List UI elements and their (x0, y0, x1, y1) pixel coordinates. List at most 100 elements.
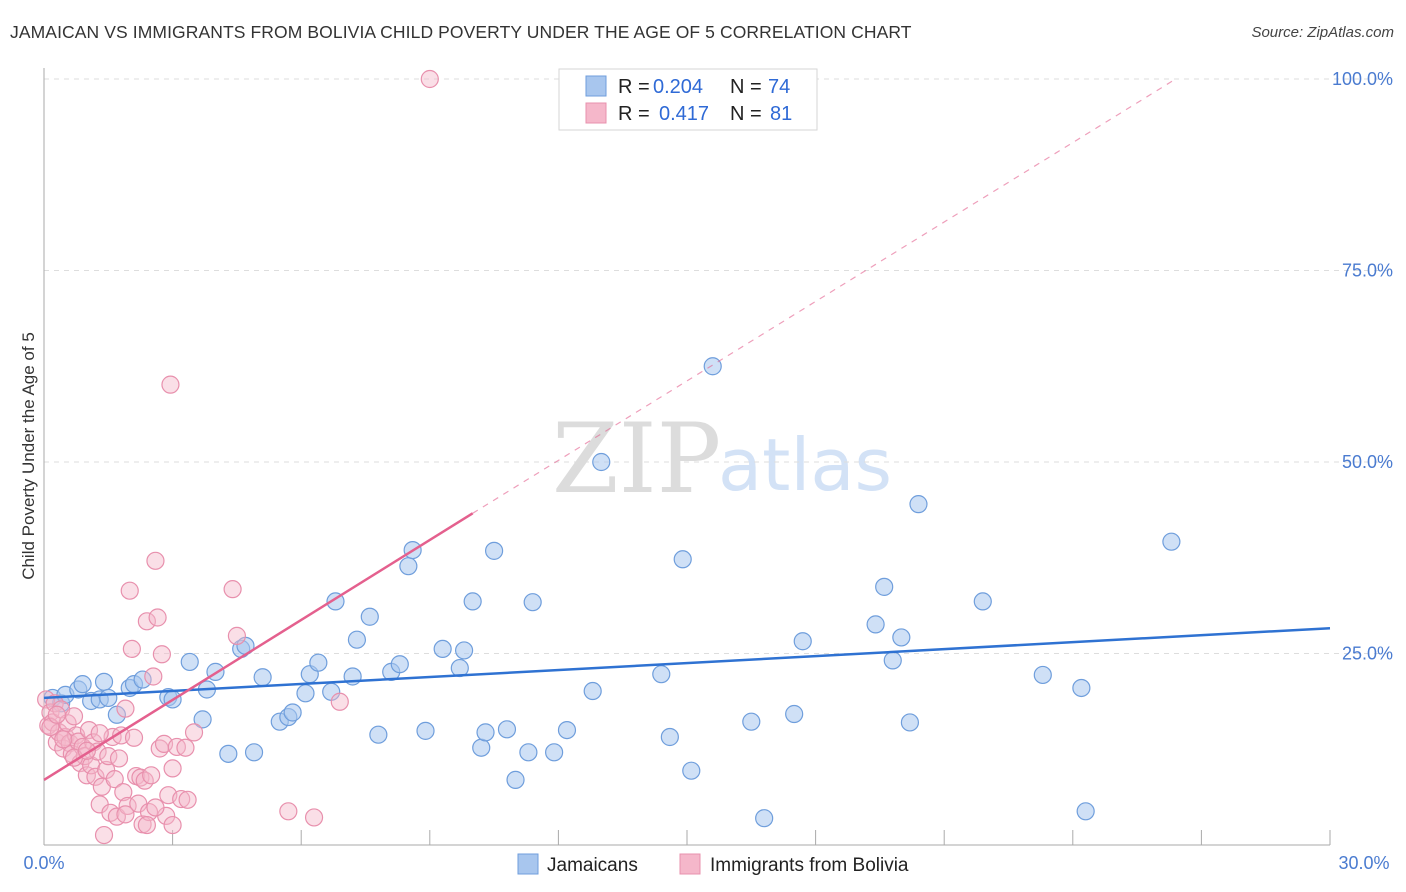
point-jamaicans (283, 703, 302, 722)
point-jamaicans (369, 725, 388, 744)
point-jamaicans (793, 632, 812, 651)
point-jamaicans (454, 641, 474, 660)
point-bolivia (124, 728, 144, 747)
point-jamaicans (360, 607, 379, 626)
source-label: Source: ZipAtlas.com (1251, 24, 1394, 41)
point-jamaicans (682, 761, 701, 780)
legend-n-value-2: 81 (770, 103, 792, 125)
trend-line-bolivia-extension (472, 78, 1176, 514)
point-bolivia (142, 766, 161, 785)
point-jamaicans (476, 723, 495, 742)
bottom-legend-swatch-bolivia (679, 853, 701, 875)
point-jamaicans (892, 628, 911, 647)
point-bolivia (114, 783, 133, 802)
point-jamaicans (875, 577, 894, 596)
point-jamaicans (973, 592, 992, 611)
point-bolivia (54, 730, 73, 749)
point-bolivia (90, 724, 109, 743)
point-jamaicans (99, 688, 118, 708)
point-bolivia (279, 802, 298, 821)
point-bolivia (178, 790, 197, 809)
grid (44, 78, 1392, 654)
y-tick-labels: 25.0% 50.0% 75.0% 100.0% (1332, 69, 1393, 664)
point-bolivia (148, 608, 167, 627)
point-bolivia (184, 723, 204, 742)
legend-r-label-2: R = (618, 103, 650, 125)
point-bolivia (163, 759, 182, 778)
point-bolivia (144, 667, 163, 686)
top-legend: R = 0.204 N = 74 R = 0.417 N = 81 (558, 68, 818, 131)
point-jamaicans (523, 593, 542, 612)
point-jamaicans (545, 743, 564, 762)
point-bolivia (223, 580, 242, 599)
point-jamaicans (244, 743, 264, 762)
point-bolivia (176, 738, 195, 757)
trend-line-bolivia (43, 512, 474, 781)
y-tick-label: 75.0% (1342, 261, 1393, 281)
point-bolivia (172, 789, 191, 809)
legend-n-value-1: 74 (768, 76, 790, 98)
point-bolivia (161, 375, 180, 394)
point-jamaicans (1072, 678, 1091, 698)
y-tick-label: 50.0% (1342, 452, 1393, 472)
series-bolivia-points (37, 69, 439, 845)
bottom-legend-swatch-jamaicans (517, 853, 539, 875)
point-jamaicans (519, 743, 538, 762)
bottom-legend: Jamaicans Immigrants from Bolivia (517, 853, 909, 876)
legend-swatch-blue (585, 75, 607, 97)
bottom-legend-bolivia: Immigrants from Bolivia (710, 855, 909, 876)
point-bolivia (163, 815, 182, 835)
point-jamaicans (866, 615, 885, 634)
point-bolivia (146, 798, 165, 817)
point-jamaicans (193, 710, 212, 729)
point-jamaicans (883, 651, 902, 670)
point-bolivia (330, 692, 349, 711)
point-bolivia (86, 767, 105, 786)
point-jamaicans (506, 770, 525, 789)
point-bolivia (137, 815, 156, 835)
point-bolivia (47, 705, 66, 724)
point-jamaicans (253, 668, 272, 687)
point-jamaicans (652, 665, 671, 684)
point-bolivia (146, 551, 165, 570)
trend-lines (43, 78, 1331, 781)
trend-line-jamaicans (43, 626, 1331, 700)
point-jamaicans (219, 744, 238, 763)
point-bolivia (137, 612, 156, 631)
point-bolivia (420, 69, 439, 89)
point-jamaicans (296, 684, 315, 703)
point-jamaicans (133, 670, 152, 689)
legend-swatch-pink (585, 102, 607, 124)
point-bolivia (109, 749, 129, 768)
point-bolivia (304, 808, 324, 827)
point-jamaicans (660, 727, 679, 747)
legend-r-value-2: 0.417 (659, 103, 709, 125)
legend-r-value-1: 0.204 (653, 76, 703, 98)
point-jamaicans (1076, 802, 1095, 821)
y-tick-label: 100.0% (1332, 69, 1393, 89)
point-bolivia (94, 825, 114, 845)
watermark-zip: ZIP (552, 403, 721, 515)
point-jamaicans (390, 655, 409, 674)
legend-n-label-2: N = (730, 103, 762, 125)
point-jamaicans (94, 672, 114, 691)
point-jamaicans (485, 541, 504, 560)
point-jamaicans (742, 712, 761, 731)
point-bolivia (64, 707, 84, 726)
point-jamaicans (463, 592, 482, 611)
chart-title: JAMAICAN VS IMMIGRANTS FROM BOLIVIA CHIL… (10, 22, 912, 42)
point-jamaicans (73, 675, 92, 694)
point-bolivia (152, 645, 171, 664)
legend-n-label-1: N = (730, 76, 762, 98)
x-tick-label-min: 0.0% (23, 853, 64, 873)
point-jamaicans (180, 652, 199, 672)
point-jamaicans (557, 720, 577, 740)
y-tick-label: 25.0% (1342, 644, 1393, 664)
point-bolivia (105, 770, 124, 789)
point-bolivia (116, 805, 135, 824)
point-jamaicans (755, 809, 774, 828)
point-bolivia (227, 626, 246, 645)
point-bolivia (116, 699, 135, 718)
point-jamaicans (416, 721, 435, 740)
